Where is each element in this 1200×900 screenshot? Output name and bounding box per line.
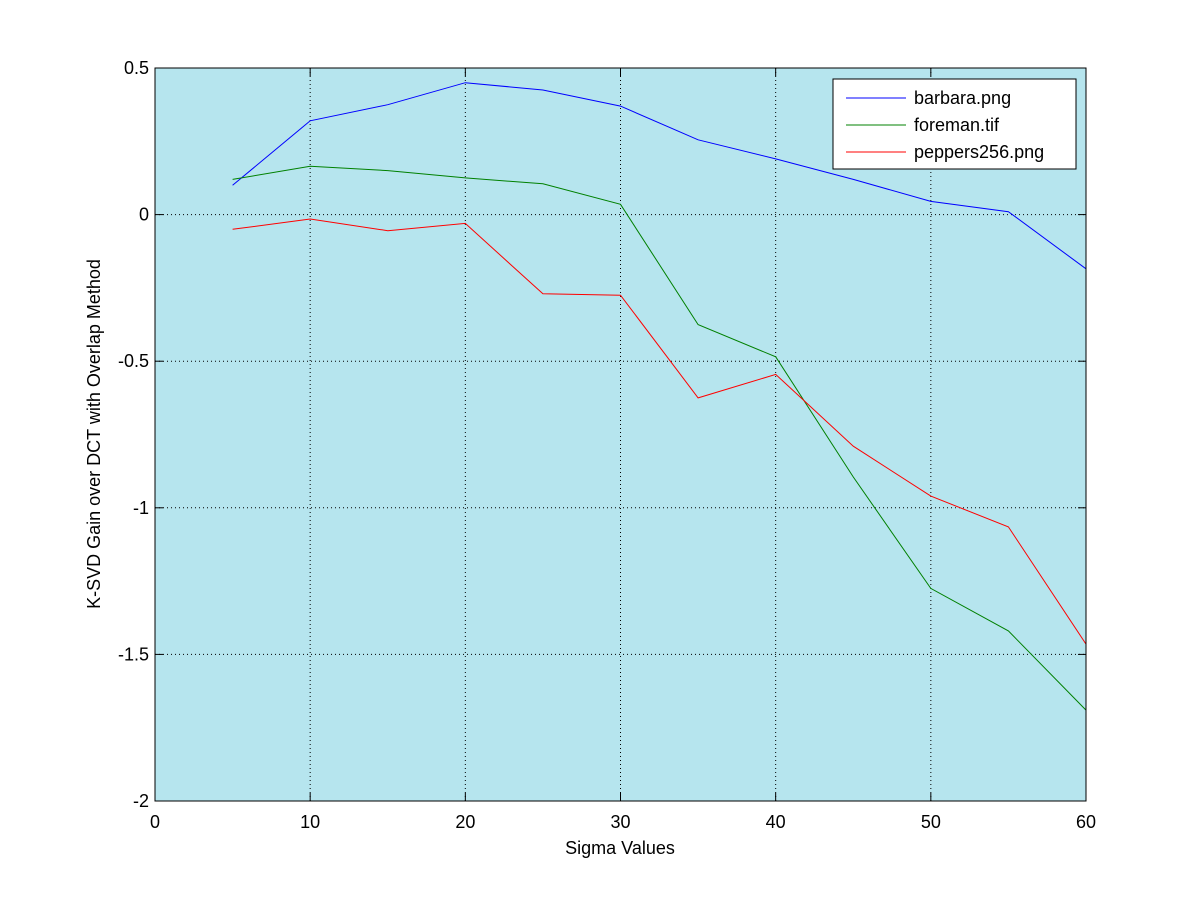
legend-label: barbara.png — [914, 88, 1011, 108]
x-tick-label: 60 — [1076, 812, 1096, 832]
series-line-1 — [232, 82, 1087, 270]
y-tick-label: 0 — [139, 205, 149, 225]
x-tick-label: 0 — [150, 812, 160, 832]
series-line-2 — [232, 165, 1087, 711]
series-layer — [232, 82, 1087, 711]
legend-label: peppers256.png — [914, 142, 1044, 162]
tick-marks — [154, 67, 1087, 802]
legend-entries: barbara.png foreman.tif peppers256.png — [846, 88, 1044, 162]
x-tick-label: 50 — [921, 812, 941, 832]
x-tick-labels: 0 10 20 30 40 50 60 — [150, 812, 1096, 832]
x-axis-label: Sigma Values — [565, 838, 675, 858]
y-tick-label: -1.5 — [118, 644, 149, 664]
y-tick-label: -1 — [133, 498, 149, 518]
x-tick-label: 10 — [300, 812, 320, 832]
legend: barbara.png foreman.tif peppers256.png — [832, 78, 1077, 170]
y-tick-label: -2 — [133, 791, 149, 811]
y-tick-label: 0.5 — [124, 58, 149, 78]
legend-box — [832, 78, 1077, 170]
legend-label: foreman.tif — [914, 115, 1000, 135]
series-line-3 — [232, 218, 1087, 645]
y-axis-label: K-SVD Gain over DCT with Overlap Method — [84, 259, 104, 609]
y-tick-label: -0.5 — [118, 351, 149, 371]
y-tick-labels: 0.5 0 -0.5 -1 -1.5 -2 — [118, 58, 149, 811]
x-tick-label: 20 — [455, 812, 475, 832]
plot-area — [155, 68, 1086, 801]
x-tick-label: 30 — [610, 812, 630, 832]
x-tick-label: 40 — [766, 812, 786, 832]
